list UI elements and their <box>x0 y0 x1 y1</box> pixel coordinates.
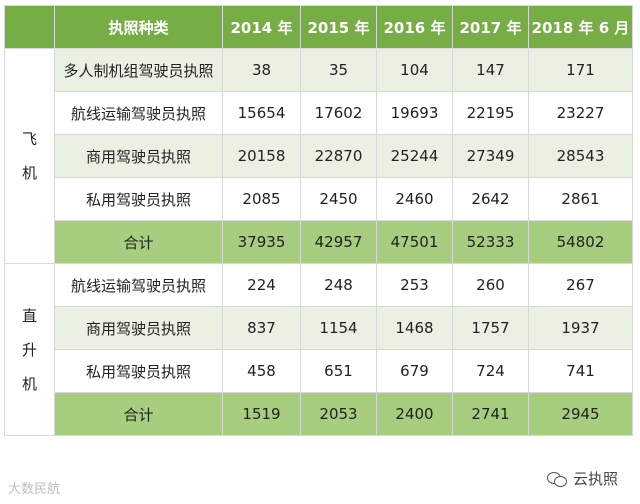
group-label-airplane: 飞 机 <box>4 48 55 264</box>
subtotal-cell: 37935 <box>222 220 301 264</box>
value-cell: 171 <box>528 48 633 92</box>
value-cell: 38 <box>222 48 301 92</box>
group-label-char: 机 <box>21 164 37 182</box>
value-cell: 741 <box>528 349 633 393</box>
value-cell: 837 <box>222 306 301 350</box>
table-row: 私用驾驶员执照 458 651 679 724 741 <box>5 349 633 393</box>
subtotal-cell: 2741 <box>452 392 529 436</box>
table-row: 商用驾驶员执照 20158 22870 25244 27349 28543 <box>5 134 633 178</box>
value-cell: 20158 <box>222 134 301 178</box>
value-cell: 248 <box>300 263 377 307</box>
value-cell: 27349 <box>452 134 529 178</box>
table-row: 私用驾驶员执照 2085 2450 2460 2642 2861 <box>5 177 633 221</box>
table-row: 商用驾驶员执照 837 1154 1468 1757 1937 <box>5 306 633 350</box>
value-cell: 1468 <box>376 306 453 350</box>
header-license-type: 执照种类 <box>54 5 223 49</box>
group-label-helicopter: 直 升 机 <box>4 263 55 436</box>
table-row: 直 升 机 航线运输驾驶员执照 224 248 253 260 267 <box>4 263 633 436</box>
value-cell: 17602 <box>300 91 377 135</box>
subtotal-cell: 1519 <box>222 392 301 436</box>
header-year-2015: 2015 年 <box>300 5 377 49</box>
brand-watermark: 云执照 <box>546 468 618 489</box>
value-cell: 2085 <box>222 177 301 221</box>
group-label-char: 机 <box>21 374 37 393</box>
value-cell: 19693 <box>376 91 453 135</box>
watermark-left: 大数民航 <box>8 478 60 497</box>
license-type-cell: 商用驾驶员执照 <box>54 306 223 350</box>
license-type-cell: 航线运输驾驶员执照 <box>54 91 223 135</box>
brand-name: 云执照 <box>572 470 618 488</box>
subtotal-cell: 52333 <box>452 220 529 264</box>
table-row: 飞 机 多人制机组驾驶员执照 38 35 104 147 171 <box>4 48 633 264</box>
table-header-row: 执照种类 2014 年 2015 年 2016 年 2017 年 2018 年 … <box>4 5 633 49</box>
value-cell: 458 <box>222 349 301 393</box>
wechat-icon <box>546 471 567 487</box>
value-cell: 147 <box>452 48 529 92</box>
value-cell: 15654 <box>222 91 301 135</box>
license-type-cell: 航线运输驾驶员执照 <box>54 263 223 307</box>
subtotal-cell: 54802 <box>528 220 633 264</box>
license-type-cell: 商用驾驶员执照 <box>54 134 223 178</box>
header-year-2017: 2017 年 <box>452 5 529 49</box>
value-cell: 35 <box>300 48 377 92</box>
value-cell: 23227 <box>528 91 633 135</box>
header-corner <box>4 5 55 49</box>
value-cell: 28543 <box>528 134 633 178</box>
value-cell: 25244 <box>376 134 453 178</box>
value-cell: 2460 <box>376 177 453 221</box>
value-cell: 22195 <box>452 91 529 135</box>
watermark-text: 大数民航 <box>8 482 61 497</box>
value-cell: 104 <box>376 48 453 92</box>
license-type-cell: 多人制机组驾驶员执照 <box>54 48 223 92</box>
header-year-2018-june: 2018 年 6 月 <box>528 5 633 49</box>
subtotal-label: 合计 <box>54 392 223 436</box>
value-cell: 724 <box>452 349 529 393</box>
value-cell: 22870 <box>300 134 377 178</box>
subtotal-cell: 2053 <box>300 392 377 436</box>
table-row: 航线运输驾驶员执照 15654 17602 19693 22195 23227 <box>5 91 633 135</box>
license-statistics-table: 执照种类 2014 年 2015 年 2016 年 2017 年 2018 年 … <box>4 5 633 436</box>
value-cell: 1154 <box>300 306 377 350</box>
header-year-2016: 2016 年 <box>376 5 453 49</box>
subtotal-cell: 47501 <box>376 220 453 264</box>
value-cell: 267 <box>528 263 633 307</box>
value-cell: 1937 <box>528 306 633 350</box>
subtotal-cell: 2945 <box>528 392 633 436</box>
value-cell: 2450 <box>300 177 377 221</box>
subtotal-cell: 2400 <box>376 392 453 436</box>
license-type-cell: 私用驾驶员执照 <box>54 177 223 221</box>
value-cell: 1757 <box>452 306 529 350</box>
value-cell: 679 <box>376 349 453 393</box>
value-cell: 253 <box>376 263 453 307</box>
value-cell: 2861 <box>528 177 633 221</box>
subtotal-row: 合计 1519 2053 2400 2741 2945 <box>5 392 633 436</box>
header-year-2014: 2014 年 <box>222 5 301 49</box>
subtotal-label: 合计 <box>54 220 223 264</box>
value-cell: 2642 <box>452 177 529 221</box>
subtotal-row: 合计 37935 42957 47501 52333 54802 <box>5 220 633 264</box>
group-label-char: 飞 <box>21 130 37 148</box>
subtotal-cell: 42957 <box>300 220 377 264</box>
license-type-cell: 私用驾驶员执照 <box>54 349 223 393</box>
group-label-char: 升 <box>21 340 37 359</box>
value-cell: 224 <box>222 263 301 307</box>
value-cell: 260 <box>452 263 529 307</box>
group-label-char: 直 <box>21 306 37 325</box>
value-cell: 651 <box>300 349 377 393</box>
